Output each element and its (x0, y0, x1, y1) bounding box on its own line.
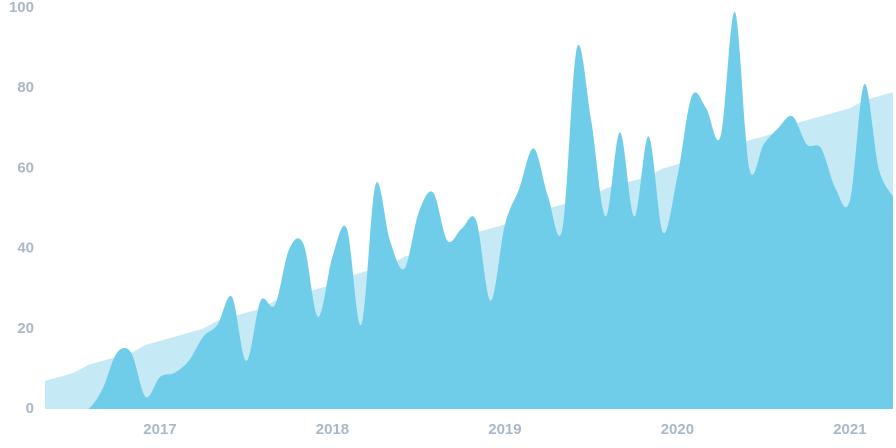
y-tick-label: 0 (26, 400, 34, 417)
y-tick-label: 20 (17, 320, 34, 337)
x-tick-label: 2018 (316, 421, 349, 438)
x-tick-label: 2017 (143, 421, 176, 438)
area-series (45, 11, 893, 409)
plot-area (45, 11, 893, 409)
y-tick-label: 40 (17, 240, 34, 257)
y-tick-label: 100 (9, 0, 34, 16)
x-tick-label: 2020 (661, 421, 694, 438)
y-tick-label: 60 (17, 159, 34, 176)
x-tick-label: 2019 (488, 421, 521, 438)
x-tick-label: 2021 (833, 421, 866, 438)
y-tick-label: 80 (17, 79, 34, 96)
